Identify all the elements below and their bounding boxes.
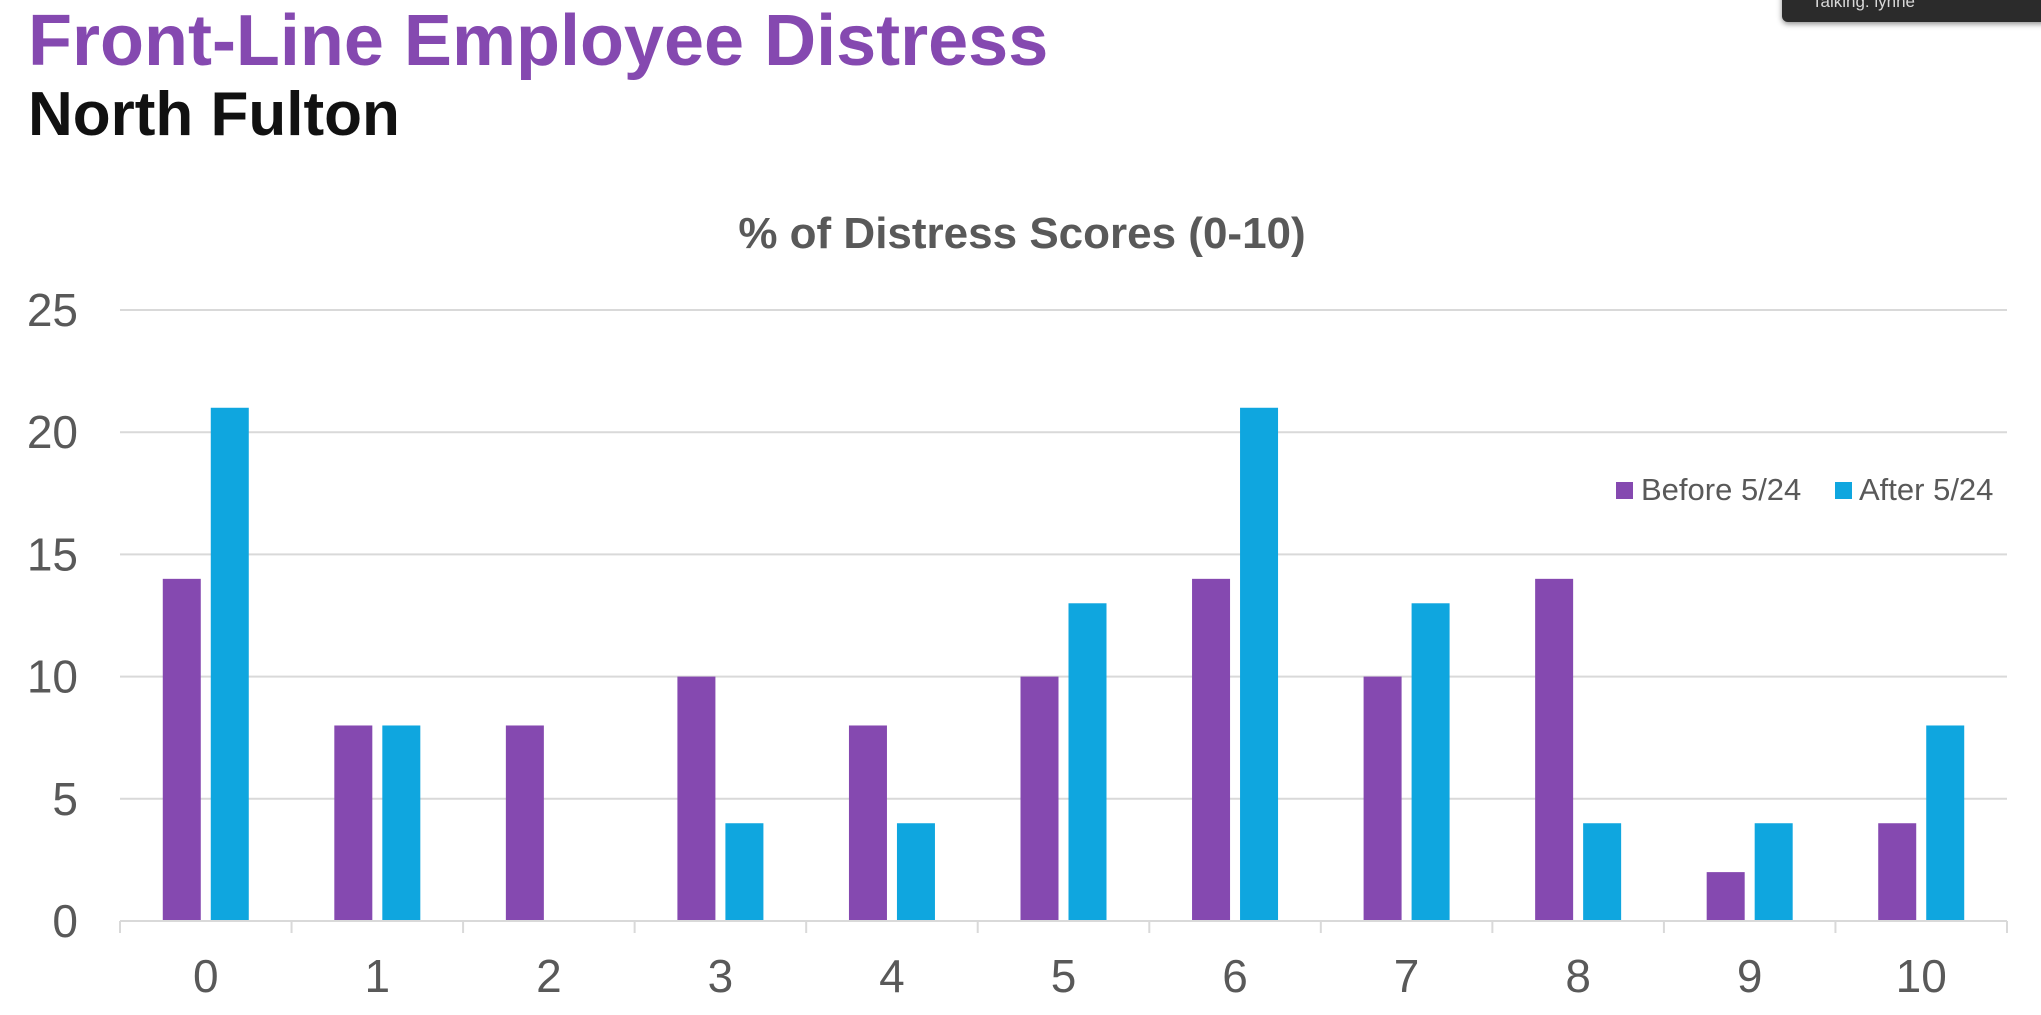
bar-after-1 — [382, 725, 421, 921]
x-tick-label: 2 — [536, 950, 562, 1002]
legend-label-0: Before 5/24 — [1641, 472, 1801, 507]
bar-after-6 — [1240, 407, 1279, 921]
y-tick-label: 10 — [27, 651, 78, 703]
x-tick-label: 5 — [1051, 950, 1077, 1002]
bar-after-3 — [725, 823, 764, 921]
bar-before-4 — [848, 725, 887, 921]
legend-swatch-1 — [1835, 482, 1852, 499]
bar-after-9 — [1754, 823, 1793, 921]
bar-before-7 — [1363, 676, 1402, 921]
slide-title: Front-Line Employee Distress — [28, 1, 1049, 81]
bar-before-5 — [1020, 676, 1059, 921]
slide-subtitle: North Fulton — [28, 80, 400, 149]
bar-before-1 — [334, 725, 373, 921]
bar-after-10 — [1926, 725, 1965, 921]
y-tick-label: 15 — [27, 528, 78, 580]
x-tick-label: 1 — [365, 950, 391, 1002]
legend-swatch-0 — [1616, 482, 1633, 499]
legend-label-1: After 5/24 — [1859, 472, 1993, 507]
bar-before-2 — [505, 725, 544, 921]
bar-after-7 — [1411, 603, 1450, 921]
x-tick-label: 8 — [1565, 950, 1591, 1002]
speaker-notification[interactable]: Talking: lynne — [1782, 0, 2041, 22]
y-tick-label: 20 — [27, 406, 78, 458]
bar-after-0 — [210, 407, 249, 921]
y-axis-ticks: 0 5 10 15 20 25 — [27, 284, 78, 947]
speaker-notification-text: Talking: lynne — [1812, 0, 1916, 11]
bar-before-3 — [677, 676, 716, 921]
x-axis: 0 1 2 3 4 5 6 7 8 9 10 — [119, 920, 2008, 1002]
bars — [162, 407, 1965, 921]
y-tick-label: 25 — [27, 284, 78, 336]
bar-after-8 — [1583, 823, 1622, 921]
x-tick-label: 0 — [193, 950, 219, 1002]
y-tick-label: 5 — [52, 773, 78, 825]
chart-title: % of Distress Scores (0-10) — [738, 209, 1305, 258]
bar-after-4 — [896, 823, 935, 921]
bar-before-8 — [1535, 578, 1574, 921]
x-tick-label: 7 — [1394, 950, 1420, 1002]
bar-before-0 — [162, 578, 201, 921]
gridlines — [120, 309, 2007, 800]
x-tick-label: 9 — [1737, 950, 1763, 1002]
x-tick-label: 4 — [879, 950, 905, 1002]
bar-before-10 — [1878, 823, 1917, 921]
x-tick-label: 3 — [708, 950, 734, 1002]
y-tick-label: 0 — [52, 895, 78, 947]
bar-after-5 — [1068, 603, 1107, 921]
x-tick-label: 6 — [1222, 950, 1248, 1002]
x-tick-label: 10 — [1896, 950, 1947, 1002]
bar-before-6 — [1192, 578, 1231, 921]
legend: Before 5/24 After 5/24 — [1616, 472, 1993, 507]
bar-before-9 — [1706, 872, 1745, 921]
